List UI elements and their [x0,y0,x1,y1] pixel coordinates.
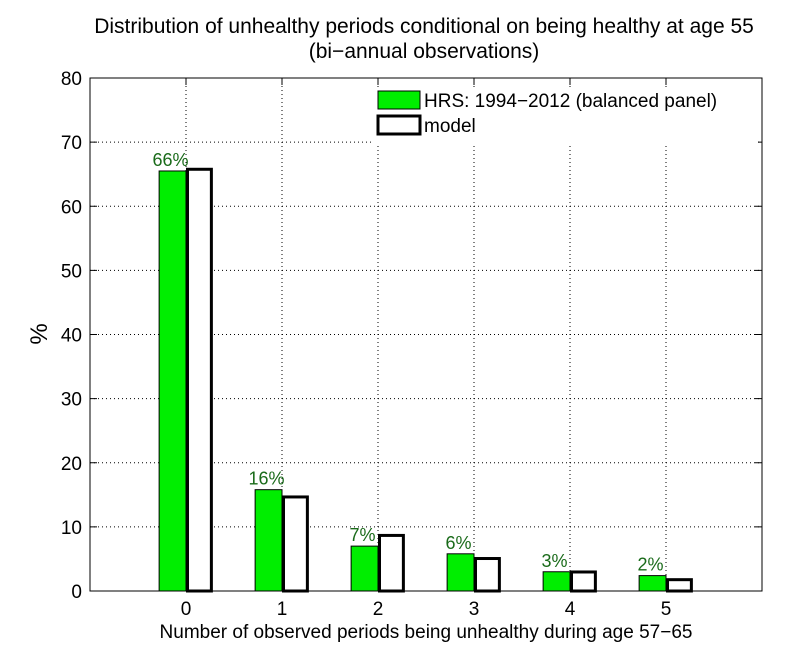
legend-label-model: model [424,116,476,137]
y-tick-label: 10 [61,518,82,539]
bar-hrs [254,489,283,592]
y-tick-label: 70 [61,133,82,154]
bar-model [186,167,213,593]
data-labels: 66% 16% 7% 6% 3% 2% [153,150,664,575]
x-tick-label: 1 [277,599,288,620]
y-tick-label: 80 [61,69,82,90]
data-label-hrs: 3% [542,551,568,571]
bars [158,167,693,593]
legend-label-hrs: HRS: 1994−2012 (balanced panel) [424,91,717,112]
legend-box [372,87,758,143]
x-tick-label: 5 [661,599,672,620]
bar-hrs [638,575,667,592]
bar-hrs [350,545,379,592]
bar-model [282,495,309,593]
data-label-hrs: 16% [249,469,285,489]
legend: HRS: 1994−2012 (balanced panel) model [372,87,758,143]
x-tick-label: 3 [469,599,480,620]
legend-swatch-hrs [377,90,421,110]
y-tick-label: 50 [61,261,82,282]
y-tick-label: 40 [61,326,82,347]
y-tick-label: 0 [71,582,82,603]
data-label-hrs: 6% [446,533,472,553]
bar-hrs [542,571,571,592]
y-axis-label: % [26,323,53,344]
bar-model [474,557,501,593]
y-tick-label: 30 [61,390,82,411]
data-label-hrs: 7% [350,525,376,545]
axis-ticks: 0 10 20 30 40 50 60 70 80 0 1 2 3 4 5 [61,69,762,620]
y-tick-label: 60 [61,197,82,218]
x-axis-label: Number of observed periods being unhealt… [160,622,693,643]
bar-hrs [446,553,475,592]
x-tick-label: 2 [373,599,384,620]
data-label-hrs: 66% [153,150,189,170]
bar-model [666,578,693,593]
x-tick-label: 4 [565,599,576,620]
bar-model [378,533,405,593]
x-tick-label: 0 [181,599,192,620]
bar-model [570,570,597,593]
data-label-hrs: 2% [638,555,664,575]
bar-hrs [158,170,187,592]
chart-title: Distribution of unhealthy periods condit… [94,15,754,38]
y-tick-label: 20 [61,454,82,475]
chart-subtitle: (bi−annual observations) [309,40,540,63]
legend-swatch-model [376,114,422,136]
